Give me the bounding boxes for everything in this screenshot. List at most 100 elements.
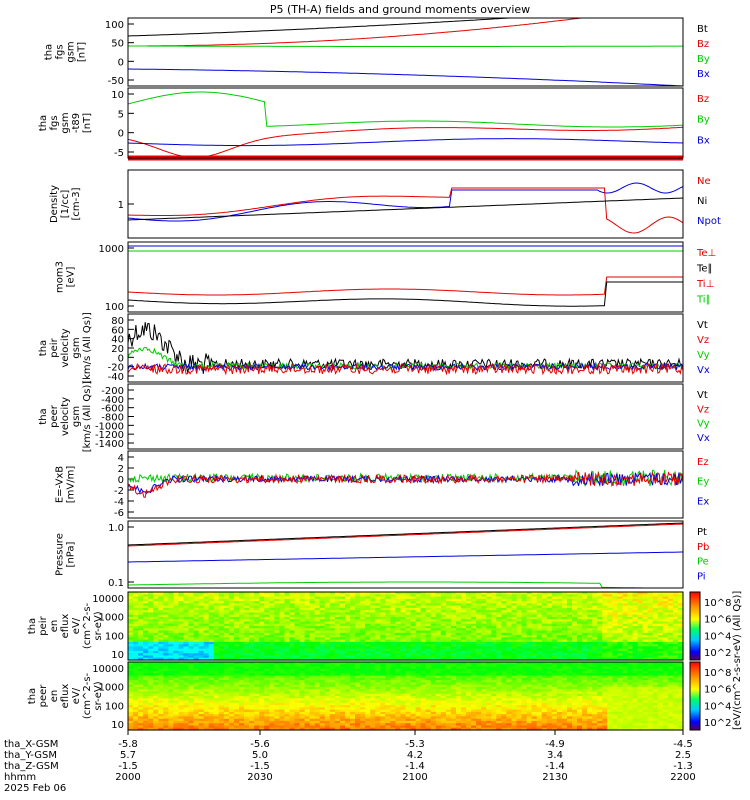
- spectrogram-cell: [138, 671, 144, 674]
- spectrogram-cell: [183, 650, 190, 654]
- spectrogram-cell: [289, 684, 296, 688]
- spectrogram-cell: [567, 635, 573, 638]
- spectrogram-cell: [471, 619, 477, 623]
- spectrogram-cell: [269, 619, 275, 623]
- spectrogram-cell: [561, 639, 568, 643]
- spectrogram-cell: [244, 628, 250, 632]
- spectrogram-cell: [309, 619, 316, 623]
- spectrogram-cell: [319, 637, 326, 641]
- spectrogram-cell: [476, 592, 482, 595]
- spectrogram-cell: [329, 725, 336, 729]
- spectrogram-cell: [415, 641, 422, 645]
- spectrogram-cell: [511, 646, 518, 650]
- spectrogram-cell: [561, 648, 568, 652]
- spectrogram-cell: [138, 621, 144, 625]
- spectrogram-cell: [259, 610, 265, 613]
- spectrogram-cell: [203, 716, 210, 720]
- spectrogram-cell: [289, 700, 296, 704]
- spectrogram-cell: [264, 716, 270, 720]
- spectrogram-cell: [556, 646, 563, 650]
- spectrogram-cell: [587, 607, 593, 611]
- spectrogram-cell: [612, 641, 618, 645]
- spectrogram-cell: [294, 594, 301, 598]
- spectrogram-cell: [218, 700, 225, 704]
- spectrogram-cell: [339, 711, 346, 715]
- spectrogram-cell: [234, 637, 240, 641]
- spectrogram-cell: [350, 702, 356, 706]
- spectrogram-cell: [521, 644, 528, 647]
- ytick-label-peir_vel-3: 20: [111, 344, 124, 355]
- spectrogram-cell: [239, 700, 245, 704]
- spectrogram-cell: [264, 641, 270, 645]
- spectrogram-cell: [511, 612, 518, 616]
- spectrogram-cell: [329, 616, 336, 620]
- spectrogram-cell: [193, 718, 200, 722]
- spectrogram-cell: [304, 610, 311, 613]
- spectrogram-cell: [279, 691, 285, 695]
- spectrogram-cell: [304, 605, 311, 609]
- spectrogram-cell: [375, 641, 381, 645]
- spectrogram-cell: [269, 646, 275, 650]
- frame-fgs: [127, 17, 684, 87]
- ylabel-efield-0: E=-VxB: [55, 466, 66, 503]
- spectrogram-cell: [360, 621, 366, 625]
- spectrogram-cell: [158, 675, 164, 679]
- spectrogram-cell: [158, 626, 164, 629]
- spectrogram-cell: [304, 630, 311, 634]
- spectrogram-cell: [561, 653, 568, 657]
- spectrogram-cell: [420, 632, 427, 636]
- spectrogram-cell: [208, 671, 215, 674]
- spectrogram-cell: [486, 594, 492, 598]
- spectrogram-cell: [274, 650, 280, 654]
- spectrogram-cell: [561, 603, 568, 607]
- spectrogram-cell: [365, 716, 371, 720]
- spectrogram-cell: [148, 677, 154, 681]
- spectrogram-cell: [491, 657, 497, 661]
- spectrogram-cell: [289, 612, 296, 616]
- spectrogram-cell: [244, 668, 250, 672]
- spectrogram-cell: [350, 601, 356, 604]
- spectrogram-cell: [289, 601, 296, 604]
- spectrogram-cell: [148, 684, 154, 688]
- spectrogram-cell: [279, 646, 285, 650]
- spectrogram-cell: [592, 626, 598, 629]
- spectrogram-cell: [329, 598, 336, 602]
- spectrogram-cell: [218, 614, 225, 618]
- spectrogram-cell: [612, 619, 618, 623]
- spectrogram-cell: [128, 686, 134, 690]
- spectrogram-cell: [309, 657, 316, 661]
- spectrogram-cell: [203, 718, 210, 722]
- spectrogram-cell: [284, 628, 290, 632]
- spectrogram-cell: [223, 603, 230, 607]
- spectrogram-cell: [314, 641, 321, 645]
- spectrogram-cell: [143, 689, 149, 693]
- spectrogram-cell: [334, 605, 341, 609]
- spectrogram-cell: [228, 639, 235, 643]
- spectrogram-cell: [329, 641, 336, 645]
- spectrogram-cell: [244, 666, 250, 670]
- spectrogram-cell: [380, 598, 386, 602]
- spectrogram-cell: [143, 664, 149, 668]
- spectrogram-cell: [289, 689, 296, 693]
- spectrogram-cell: [400, 650, 407, 654]
- spectrogram-cell: [254, 725, 260, 729]
- spectrogram-cell: [491, 632, 497, 636]
- spectrogram-cell: [400, 603, 407, 607]
- spectrogram-cell: [183, 630, 190, 634]
- spectrogram-cell: [178, 592, 185, 595]
- spectrogram-cell: [188, 601, 195, 604]
- spectrogram-cell: [198, 686, 205, 690]
- spectrogram-cell: [128, 716, 134, 720]
- spectrogram-cell: [440, 603, 447, 607]
- spectrogram-cell: [269, 671, 275, 674]
- spectrogram-cell: [304, 700, 311, 704]
- spectrogram-cell: [375, 700, 381, 704]
- spectrogram-cell: [324, 632, 331, 636]
- spectrogram-cell: [284, 693, 290, 697]
- spectrogram-cell: [390, 610, 396, 613]
- spectrogram-cell: [294, 675, 301, 679]
- spectrogram-cell: [415, 648, 422, 652]
- spectrogram-cell: [647, 653, 654, 657]
- legend-pressure-1: Pb: [697, 542, 709, 553]
- spectrogram-cell: [198, 650, 205, 654]
